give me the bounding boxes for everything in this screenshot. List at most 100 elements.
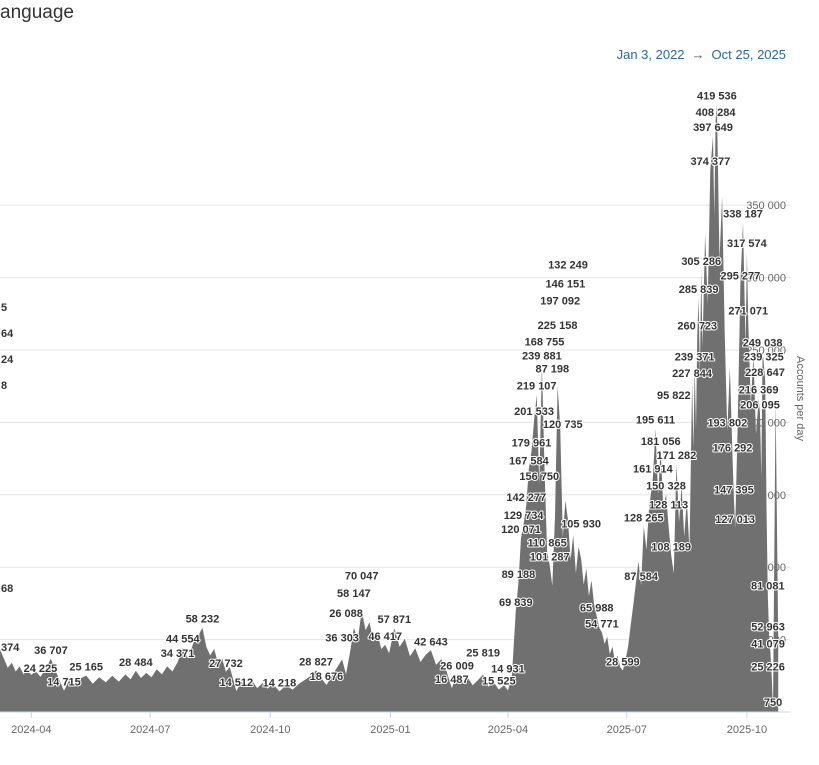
data-label: 58 232 [186, 614, 220, 626]
x-axis-tick-label: 2025-04 [488, 724, 528, 736]
data-label: 18 676 [310, 671, 344, 683]
data-label: 305 286 [681, 256, 721, 268]
data-label: 27 732 [209, 658, 243, 670]
data-label-fragment: 64 [1, 328, 14, 340]
data-label: 128 265 [624, 512, 664, 524]
data-label: 58 147 [337, 588, 371, 600]
data-label: 26 009 [440, 660, 474, 672]
data-label: 197 092 [540, 296, 580, 308]
data-label: 36 303 [325, 632, 359, 644]
data-label: 317 574 [727, 238, 768, 250]
data-label: 28 599 [606, 657, 640, 669]
data-label-fragment: 8 [1, 380, 7, 392]
data-label: 14 931 [491, 663, 525, 675]
data-label: 129 734 [504, 510, 545, 522]
data-label: 249 038 [743, 337, 783, 349]
data-label: 179 961 [512, 437, 552, 449]
data-label: 14 512 [220, 677, 254, 689]
data-label: 181 056 [641, 436, 681, 448]
data-label: 89 188 [502, 569, 536, 581]
data-label: 239 325 [744, 351, 784, 363]
x-axis-tick-label: 2024-10 [250, 724, 290, 736]
data-label: 176 292 [713, 443, 753, 455]
data-label: 219 107 [517, 381, 557, 393]
date-range-to[interactable]: Oct 25, 2025 [711, 47, 786, 62]
data-label: 28 484 [119, 657, 154, 669]
x-axis-tick-label: 2025-10 [727, 724, 767, 736]
arrow-right-icon: → [691, 47, 705, 62]
data-label: 57 871 [378, 614, 412, 626]
data-label: 171 282 [657, 450, 697, 462]
data-label: 52 963 [751, 621, 785, 633]
data-label: 285 839 [679, 284, 719, 296]
data-label: 34 371 [161, 648, 195, 660]
data-label: 105 930 [561, 519, 601, 531]
data-label: 147 395 [714, 485, 754, 497]
data-label: 70 047 [345, 571, 379, 583]
data-label: 108 189 [651, 541, 691, 553]
x-axis-tick-label: 2024-04 [11, 724, 51, 736]
data-label-fragment: 24 [1, 354, 14, 366]
data-label: 168 755 [525, 337, 565, 349]
data-label: 127 013 [715, 514, 755, 526]
data-label: 14 715 [47, 677, 81, 689]
data-label-fragment: 68 [1, 583, 13, 595]
data-label: 25 226 [751, 661, 785, 673]
data-label: 132 249 [548, 259, 588, 271]
data-label: 36 707 [34, 645, 68, 657]
data-label: 120 071 [501, 524, 541, 536]
data-label: 216 369 [739, 385, 779, 397]
data-label: 44 554 [166, 633, 201, 645]
data-label: 81 081 [751, 581, 785, 593]
data-label: 25 165 [69, 662, 103, 674]
data-label: 120 735 [543, 419, 583, 431]
data-label: 15 525 [482, 676, 516, 688]
page-title-fragment: anguage [0, 2, 74, 23]
date-range-from[interactable]: Jan 3, 2022 [616, 47, 685, 62]
data-label: 193 802 [707, 417, 747, 429]
data-label: 374 377 [690, 156, 730, 168]
y-axis-tick-label: 350 000 [746, 200, 786, 212]
area-series[interactable] [0, 104, 779, 713]
data-label: 69 839 [499, 597, 533, 609]
data-label: 225 158 [538, 320, 578, 332]
x-axis-tick-label: 2024-07 [130, 724, 170, 736]
data-label-fragment: 5 [1, 302, 7, 314]
data-label: 41 079 [751, 639, 785, 651]
data-label: 419 536 [697, 90, 737, 102]
data-label: 87 198 [536, 364, 570, 376]
data-label: 142 277 [506, 492, 546, 504]
data-label: 228 647 [745, 367, 785, 379]
x-axis-tick-label: 2025-01 [370, 724, 410, 736]
data-label: 408 284 [696, 107, 737, 119]
data-label: 338 187 [723, 208, 763, 220]
data-label: 195 611 [636, 415, 675, 427]
data-label: 128 113 [649, 499, 688, 511]
data-label: 239 881 [522, 351, 562, 363]
data-label: 25 819 [466, 648, 500, 660]
data-label: 95 822 [657, 390, 691, 402]
x-axis-tick-label: 2025-07 [607, 724, 647, 736]
data-label: 227 844 [672, 368, 713, 380]
data-label: 150 328 [646, 480, 686, 492]
data-label-fragment: 374 [1, 642, 20, 654]
data-label: 239 371 [675, 351, 715, 363]
data-label: 260 723 [677, 320, 717, 332]
y-axis-title: Accounts per day [794, 356, 806, 441]
y-axis-tick-label: 300 000 [746, 273, 786, 285]
data-label: 54 771 [585, 619, 619, 631]
data-label: 28 827 [299, 656, 333, 668]
data-label: 16 487 [435, 674, 469, 686]
data-label: 87 584 [624, 571, 659, 583]
data-label: 156 750 [519, 471, 559, 483]
data-label: 201 533 [514, 406, 554, 418]
data-label: 750 [764, 697, 782, 709]
date-range[interactable]: Jan 3, 2022 → Oct 25, 2025 [617, 47, 786, 62]
y-axis-tick-label: 200 000 [746, 417, 786, 429]
data-label: 206 095 [740, 400, 780, 412]
data-label: 24 225 [24, 663, 58, 675]
data-label: 14 218 [263, 677, 297, 689]
data-label: 146 151 [546, 278, 586, 290]
data-label: 110 865 [528, 537, 567, 549]
